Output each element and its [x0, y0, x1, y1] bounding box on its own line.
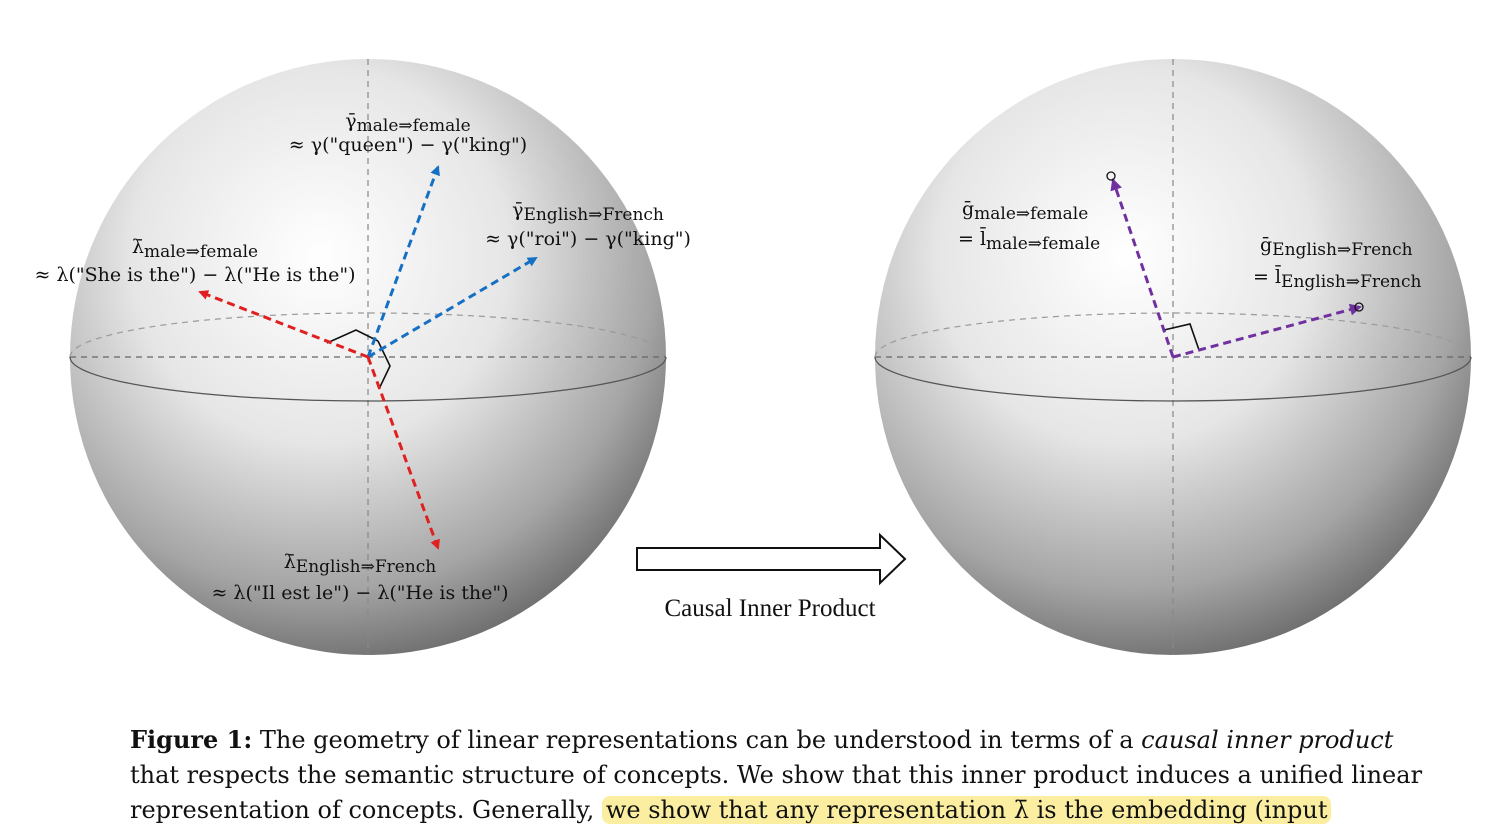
arrow-label: Causal Inner Product: [664, 595, 875, 622]
unified-gender-vector: [1110, 178, 1175, 358]
left-sphere: γ̄male⇒female ≈ γ("queen") − γ("king") γ…: [34, 59, 691, 655]
l-language-label: = l̄English⇒French: [1253, 264, 1422, 292]
caption-label: Figure 1:: [130, 725, 253, 754]
caption-highlight: we show that any representation λ̄ is th…: [601, 796, 1332, 824]
lambda-gender-label: λ̄male⇒female: [132, 236, 258, 262]
left-right-angle-marker-top: [326, 329, 379, 344]
language-endpoint-marker: [1354, 302, 1364, 312]
caption-italic: causal inner product: [1141, 726, 1394, 754]
right-equator-front: [874, 356, 1472, 402]
caption-text-1: The geometry of linear representations c…: [252, 726, 1142, 754]
lambda-language-approx: ≈ λ("Il est le") − λ("He is the"): [211, 582, 508, 604]
caption-line-3a: representation of concepts. Generally,: [130, 796, 602, 824]
gamma-language-approx: ≈ γ("roi") − γ("king"): [485, 228, 691, 250]
gamma-language-vector: [367, 256, 538, 359]
left-equator-front: [69, 356, 667, 402]
g-language-label: ḡEnglish⇒French: [1260, 234, 1413, 260]
gamma-language-label: γ̄English⇒French: [512, 199, 664, 225]
lambda-language-vector: [366, 356, 440, 550]
lambda-gender-vector: [198, 290, 369, 359]
gender-endpoint-marker: [1106, 171, 1116, 181]
transform-arrow: Causal Inner Product: [636, 532, 907, 622]
gamma-gender-approx: ≈ γ("queen") − γ("king"): [289, 134, 527, 156]
figure-caption: Figure 1: The geometry of linear represe…: [130, 722, 1430, 828]
gamma-gender-vector: [366, 165, 440, 358]
gamma-gender-label: γ̄male⇒female: [345, 110, 470, 136]
l-gender-label: = l̄male⇒female: [958, 226, 1100, 254]
lambda-language-label: λ̄English⇒French: [284, 551, 437, 577]
figure-diagram: γ̄male⇒female ≈ γ("queen") − γ("king") γ…: [34, 59, 1472, 655]
caption-text-2: that respects the semantic structure of …: [130, 761, 1423, 789]
hollow-arrow-icon: [636, 532, 907, 586]
unified-language-vector: [1172, 303, 1362, 359]
right-right-angle-marker: [1163, 323, 1200, 351]
g-gender-label: ḡmale⇒female: [962, 198, 1088, 224]
lambda-gender-approx: ≈ λ("She is the") − λ("He is the"): [34, 264, 355, 286]
right-sphere: ḡmale⇒female = l̄male⇒female ḡEnglish⇒Fr…: [874, 59, 1472, 655]
